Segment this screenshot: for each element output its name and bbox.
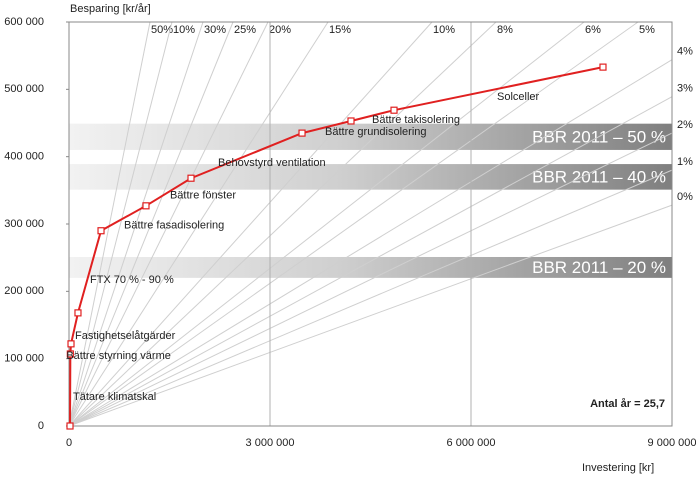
x-tick-label: 0 [66, 437, 72, 449]
ray-label: 25% [234, 24, 256, 36]
ray-label: 1% [677, 156, 693, 168]
ray [68, 132, 673, 427]
ray-label: 6% [585, 24, 601, 36]
ray [68, 21, 269, 427]
y-tick-label: 400 000 [4, 151, 44, 163]
point-label: Fastighetselåtgärder [75, 330, 176, 342]
point-marker [97, 227, 105, 235]
point-label: Bättre grundisolering [325, 126, 427, 138]
band [69, 123, 672, 150]
x-tick-label: 3 000 000 [246, 437, 295, 449]
x-tick-label: 9 000 000 [648, 437, 696, 449]
ray-label: 50% [151, 24, 173, 36]
ray [68, 204, 673, 427]
plot-frame [68, 21, 673, 427]
point-label: Bättre fasadisolering [124, 220, 224, 232]
ray [68, 169, 673, 427]
note-box [574, 393, 670, 415]
ray-label: 10% [173, 24, 195, 36]
ray-label: 10% [433, 24, 455, 36]
ray-label: 20% [269, 24, 291, 36]
point-label: FTX 70 % - 90 % [90, 274, 174, 286]
ray [68, 21, 234, 427]
note: Antal år = 25,7 [590, 398, 665, 410]
y-tick-label: 300 000 [4, 218, 44, 230]
ray [68, 21, 433, 427]
ray [68, 96, 673, 427]
ray-label: 0% [677, 191, 693, 203]
point-marker [74, 309, 82, 317]
point-marker [142, 202, 150, 210]
point-marker [347, 117, 355, 125]
point-label: Bättre fönster [170, 190, 236, 202]
band [69, 164, 672, 190]
band-label: BBR 2011 – 40 % [532, 167, 666, 186]
y-axis-label: Besparing [kr/år] [70, 3, 151, 15]
ray-label: 8% [497, 24, 513, 36]
point-label: Tätare klimatskal [73, 391, 156, 403]
band-label: BBR 2011 – 20 % [532, 258, 666, 277]
ray-label: 5% [639, 24, 655, 36]
band [69, 256, 672, 278]
point-marker [390, 106, 398, 114]
series-line [69, 66, 604, 427]
x-tick-label: 6 000 000 [447, 437, 496, 449]
ray-label: 15% [329, 24, 351, 36]
x-axis-label: Investering [kr] [582, 462, 654, 474]
y-tick-label: 600 000 [4, 16, 44, 28]
point-marker [187, 174, 195, 182]
y-tick-label: 0 [38, 420, 44, 432]
point-marker [66, 350, 74, 358]
ray [68, 21, 204, 427]
ray [68, 21, 639, 427]
point-marker [66, 422, 74, 430]
point-label: Solceller [497, 91, 540, 103]
y-tick-label: 200 000 [4, 285, 44, 297]
y-tick-label: 100 000 [4, 353, 44, 365]
ray-label: 3% [677, 83, 693, 95]
point-marker [599, 63, 607, 71]
ray [68, 21, 151, 427]
point-marker [298, 129, 306, 137]
point-label: Behovstyrd ventilation [218, 157, 326, 169]
y-tick-label: 500 000 [4, 83, 44, 95]
ray [68, 59, 673, 427]
point-marker [67, 340, 75, 348]
ray-label: 30% [204, 24, 226, 36]
ray [68, 21, 173, 427]
ray [68, 21, 497, 427]
ray-label: 4% [677, 46, 693, 58]
point-label: Bättre takisolering [372, 114, 460, 126]
ray [68, 21, 329, 427]
point-label: Bättre styrning värme [66, 350, 171, 362]
ray-label: 2% [677, 119, 693, 131]
